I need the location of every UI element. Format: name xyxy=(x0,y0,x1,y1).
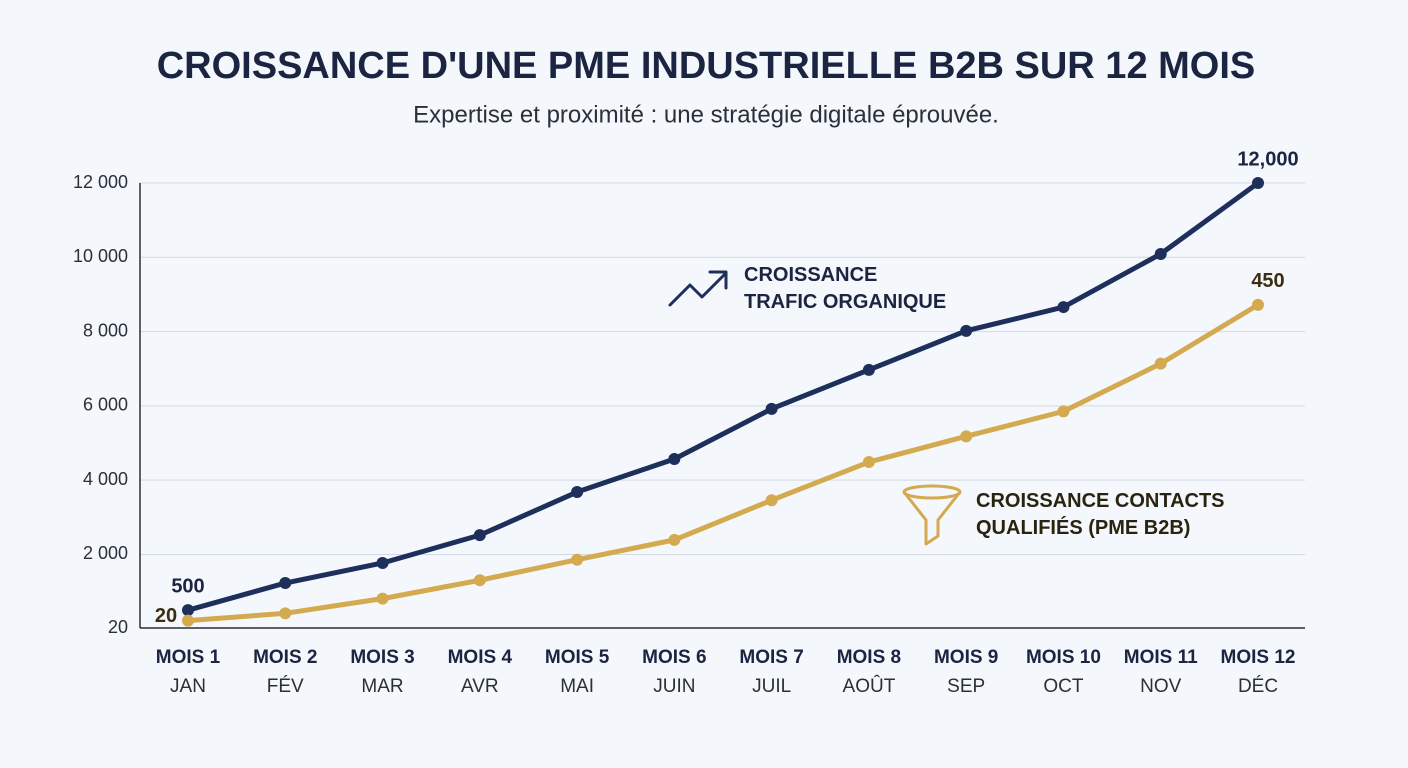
y-tick-label: 12 000 xyxy=(73,172,128,192)
data-point xyxy=(960,430,973,443)
x-tick-sublabel: MAR xyxy=(361,676,403,697)
data-label: 450 xyxy=(1251,270,1284,292)
funnel-body xyxy=(902,491,962,546)
x-tick-sublabel: FÉV xyxy=(267,676,304,697)
data-label: 12,000 xyxy=(1237,148,1298,170)
x-tick-sublabel: MAI xyxy=(560,676,594,697)
y-tick-label: 6 000 xyxy=(83,395,128,415)
data-point xyxy=(473,529,486,542)
x-tick-sublabel: JUIL xyxy=(752,676,791,697)
data-point xyxy=(571,486,584,499)
series-line xyxy=(185,180,1261,613)
series-label: CROISSANCE CONTACTS QUALIFIÉS (PME B2B) xyxy=(976,490,1225,539)
x-tick-sublabel: AVR xyxy=(461,676,499,697)
data-point xyxy=(1252,298,1264,311)
x-tick-label: MOIS 9 xyxy=(934,647,998,668)
data-label: 500 xyxy=(171,575,204,597)
data-point xyxy=(279,577,292,590)
series-label: CROISSANCE TRAFIC ORGANIQUE xyxy=(744,264,946,313)
x-tick-label: MOIS 11 xyxy=(1124,647,1198,668)
chart-subtitle: Expertise et proximité : une stratégie d… xyxy=(413,101,999,128)
data-point xyxy=(279,607,292,620)
x-tick-label: MOIS 7 xyxy=(739,647,803,668)
x-tick-label: MOIS 5 xyxy=(545,647,610,668)
data-point xyxy=(862,363,875,376)
data-label: 20 xyxy=(155,605,177,627)
data-point xyxy=(1057,301,1070,314)
data-point xyxy=(765,402,778,415)
x-tick-sublabel: JUIN xyxy=(653,676,695,697)
data-point xyxy=(1154,247,1167,260)
x-tick-sublabel: NOV xyxy=(1140,676,1182,697)
data-point xyxy=(668,452,681,465)
data-point xyxy=(473,574,486,587)
x-tick-label: MOIS 2 xyxy=(253,647,317,668)
data-point xyxy=(571,553,584,566)
x-tick-label: MOIS 6 xyxy=(642,647,706,668)
data-point xyxy=(1154,357,1167,370)
x-tick-label: MOIS 10 xyxy=(1026,647,1101,668)
y-tick-label: 8 000 xyxy=(83,320,128,340)
data-point xyxy=(668,533,681,546)
data-point xyxy=(182,604,194,617)
x-tick-label: MOIS 3 xyxy=(350,647,414,668)
data-point xyxy=(1057,405,1070,418)
x-tick-label: MOIS 4 xyxy=(448,647,513,668)
trend-line-icon xyxy=(668,271,728,307)
trend-icon xyxy=(668,270,728,307)
x-tick-sublabel: JAN xyxy=(170,676,206,697)
data-point xyxy=(960,324,973,337)
x-tick-label: MOIS 1 xyxy=(156,647,221,668)
y-tick-label: 20 xyxy=(108,617,128,637)
data-point xyxy=(182,614,194,627)
x-tick-sublabel: SEP xyxy=(947,676,985,697)
data-point xyxy=(862,456,875,469)
x-tick-sublabel: DÉC xyxy=(1238,676,1278,697)
y-tick-label: 10 000 xyxy=(73,246,128,266)
y-tick-label: 4 000 xyxy=(83,469,128,489)
series-line xyxy=(185,302,1261,624)
x-tick-label: MOIS 12 xyxy=(1221,647,1296,668)
data-point xyxy=(376,592,389,605)
trend-arrow-head xyxy=(708,270,728,290)
data-point xyxy=(376,556,389,569)
y-tick-label: 2 000 xyxy=(83,543,128,563)
x-tick-label: MOIS 8 xyxy=(837,647,901,668)
data-point xyxy=(765,494,778,507)
chart-title: CROISSANCE D'UNE PME INDUSTRIELLE B2B SU… xyxy=(157,45,1256,87)
data-point xyxy=(1252,177,1264,189)
x-tick-sublabel: AOÛT xyxy=(843,675,896,697)
x-tick-sublabel: OCT xyxy=(1043,676,1084,697)
funnel-icon xyxy=(902,484,962,546)
